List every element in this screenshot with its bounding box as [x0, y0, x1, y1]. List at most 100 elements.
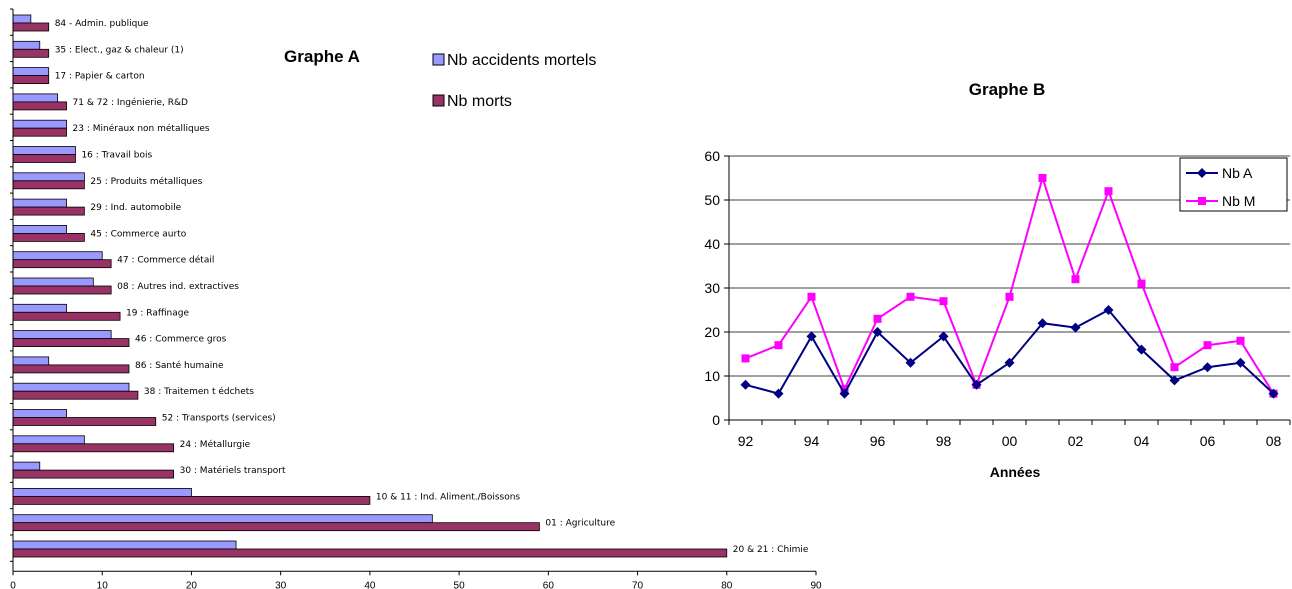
point-marker-nb-a: [938, 331, 949, 342]
point-marker-nb-a: [872, 327, 883, 337]
y-tick-label: 30: [704, 280, 720, 296]
category-label: 08 : Autres ind. extractives: [117, 282, 239, 292]
category-label: 10 & 11 : Ind. Aliment./Boissons: [376, 492, 521, 502]
y-tick-label: 50: [704, 192, 720, 208]
bar-morts: [12, 180, 85, 190]
chart-a: Graphe A 84 - Admin. publique 35 : Elect.…: [10, 8, 822, 589]
bar-morts: [12, 285, 112, 295]
x-tick-label: 96: [870, 433, 886, 449]
bar-morts: [12, 75, 50, 84]
category-label: 35 : Elect., gaz & chaleur (1): [55, 45, 184, 55]
category-label: 52 : Transports (services): [162, 414, 276, 424]
category-label: 86 : Santé humaine: [135, 360, 224, 371]
y-tick-label: 60: [704, 148, 720, 164]
x-tick-label: 08: [1266, 433, 1282, 449]
bar-morts: [12, 259, 112, 269]
bar-accidents: [12, 14, 32, 24]
bar-morts: [12, 469, 175, 479]
point-marker-nb-a: [971, 379, 982, 390]
category-label: 19 : Raffinage: [126, 308, 189, 318]
x-tick-label: 50: [454, 580, 466, 589]
point-marker-nb-m: [1137, 279, 1146, 288]
category-label: 71 & 72 : Ingénierie, R&D: [73, 97, 188, 108]
chart-a-bars: [12, 14, 728, 558]
bar-morts: [12, 22, 50, 32]
category-label: 30 : Matériels transport: [180, 465, 286, 476]
point-marker-nb-m: [1236, 336, 1245, 345]
point-marker-nb-m: [1071, 275, 1080, 284]
legend-label-accidents: Nb accidents mortels: [447, 52, 596, 69]
bar-morts: [12, 390, 139, 400]
chart-a-x-axis: 0 10 20 30 40 50 60 70 80 90: [10, 8, 822, 589]
point-marker-nb-m: [1203, 341, 1212, 350]
category-label: 20 & 21 : Chimie: [733, 545, 809, 555]
chart-b-series: [740, 174, 1279, 399]
bar-accidents: [12, 514, 433, 524]
chart-b: Graphe B 0 10 20 30 40 50 60 92 94 96 98 00 02 04 06 08…: [704, 80, 1291, 480]
bar-accidents: [12, 382, 130, 392]
point-marker-nb-m: [774, 341, 783, 350]
legend-label-nb-m: Nb M: [1222, 193, 1255, 209]
bar-accidents: [12, 540, 237, 550]
point-marker-nb-m: [1170, 363, 1179, 372]
bar-accidents: [12, 303, 67, 313]
bar-morts: [12, 232, 85, 242]
legend-swatch-morts: [432, 94, 445, 107]
bar-morts: [12, 154, 76, 163]
chart-b-legend: Nb A Nb M: [1179, 157, 1288, 212]
x-tick-label: 04: [1134, 433, 1150, 449]
bar-accidents: [12, 198, 67, 208]
bar-accidents: [12, 487, 192, 497]
category-label: 17 : Papier & carton: [55, 72, 145, 82]
point-marker-nb-a: [1037, 318, 1048, 329]
bar-accidents: [12, 435, 85, 445]
bar-morts: [12, 101, 67, 111]
y-tick-label: 40: [704, 236, 720, 252]
point-marker-nb-a: [1202, 362, 1213, 373]
chart-b-legend-box: [1179, 157, 1288, 212]
bar-accidents: [12, 330, 112, 340]
bar-morts: [12, 443, 175, 453]
category-label: 25 : Produits métalliques: [90, 176, 202, 187]
legend-label-morts: Nb morts: [447, 93, 512, 110]
x-tick-label: 40: [364, 580, 376, 589]
point-marker-nb-a: [1004, 357, 1015, 368]
category-label: 45 : Commerce aurto: [90, 229, 186, 239]
y-tick-label: 10: [704, 368, 720, 384]
point-marker-nb-a: [1169, 375, 1180, 386]
chart-a-legend: Nb accidents mortels Nb morts: [432, 52, 596, 110]
point-marker-nb-m: [807, 292, 816, 301]
series-line-nb-a: [745, 308, 1275, 396]
x-tick-label: 80: [721, 580, 733, 589]
x-tick-label: 90: [810, 580, 822, 589]
category-label: 46 : Commerce gros: [135, 335, 227, 345]
bar-accidents: [12, 277, 94, 287]
x-tick-label: 94: [804, 433, 820, 449]
x-tick-label: 02: [1068, 433, 1084, 449]
bar-morts: [12, 206, 85, 216]
point-marker-nb-a: [905, 357, 916, 368]
y-tick-label: 0: [712, 412, 720, 428]
chart-b-x-axis-title: Années: [990, 464, 1041, 480]
category-label: 16 : Travail bois: [81, 151, 152, 161]
bar-morts: [12, 311, 121, 321]
x-tick-label: 98: [936, 433, 952, 449]
bar-morts: [12, 338, 130, 348]
x-tick-label: 60: [543, 580, 555, 589]
point-marker-nb-m: [741, 354, 750, 363]
point-marker-nb-m: [873, 314, 882, 323]
x-tick-label: 06: [1200, 433, 1216, 449]
point-marker-nb-m: [1005, 292, 1014, 301]
point-marker-nb-a: [806, 331, 817, 342]
chart-a-category-labels: 84 - Admin. publique 35 : Elect., gaz & c…: [55, 19, 809, 555]
x-tick-label: 70: [632, 580, 644, 589]
category-label: 23 : Minéraux non métalliques: [73, 123, 210, 134]
category-label: 84 - Admin. publique: [55, 19, 149, 29]
bar-morts: [12, 48, 50, 58]
legend-swatch-accidents: [432, 53, 445, 66]
bar-accidents: [12, 93, 59, 103]
x-tick-label: 20: [186, 580, 198, 589]
point-marker-nb-a: [1103, 305, 1114, 315]
point-marker-nb-m: [939, 297, 948, 306]
